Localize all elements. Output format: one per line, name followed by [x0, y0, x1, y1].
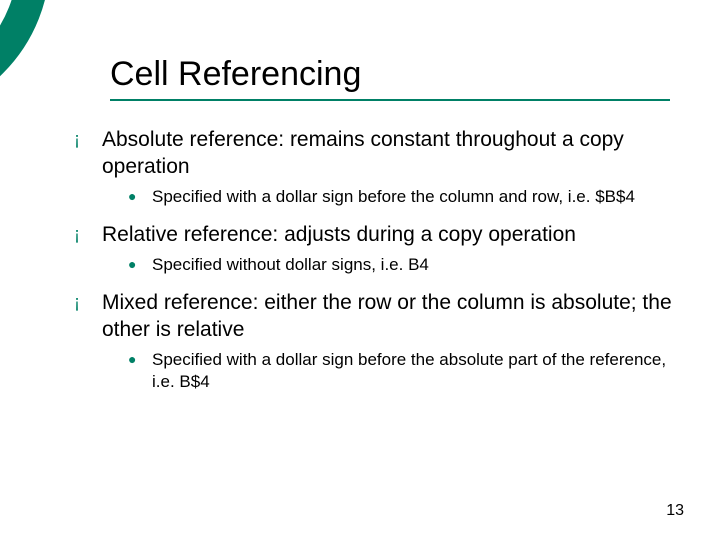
slide-title: Cell Referencing — [110, 56, 680, 93]
sub-list-item: ● Specified with a dollar sign before th… — [128, 349, 680, 393]
slide-content: Cell Referencing ¡ Absolute reference: r… — [110, 56, 680, 407]
list-item: ¡ Mixed reference: either the row or the… — [74, 290, 680, 343]
sub-list-item: ● Specified with a dollar sign before th… — [128, 186, 680, 208]
hollow-circle-icon: ¡ — [74, 290, 102, 314]
sub-list-item: ● Specified without dollar signs, i.e. B… — [128, 254, 680, 276]
list-item: ¡ Absolute reference: remains constant t… — [74, 127, 680, 180]
list-item-text: Mixed reference: either the row or the c… — [102, 290, 680, 343]
dot-icon: ● — [128, 186, 152, 207]
sub-list-item-text: Specified with a dollar sign before the … — [152, 186, 680, 208]
hollow-circle-icon: ¡ — [74, 127, 102, 151]
hollow-circle-icon: ¡ — [74, 222, 102, 246]
dot-icon: ● — [128, 254, 152, 275]
decorative-arc — [0, 0, 50, 120]
dot-icon: ● — [128, 349, 152, 370]
slide-body: ¡ Absolute reference: remains constant t… — [110, 127, 680, 393]
list-item-text: Relative reference: adjusts during a cop… — [102, 222, 680, 248]
list-item-text: Absolute reference: remains constant thr… — [102, 127, 680, 180]
sub-list-item-text: Specified without dollar signs, i.e. B4 — [152, 254, 680, 276]
list-item: ¡ Relative reference: adjusts during a c… — [74, 222, 680, 248]
sub-list-item-text: Specified with a dollar sign before the … — [152, 349, 680, 393]
title-underline — [110, 99, 670, 101]
page-number: 13 — [666, 502, 684, 520]
